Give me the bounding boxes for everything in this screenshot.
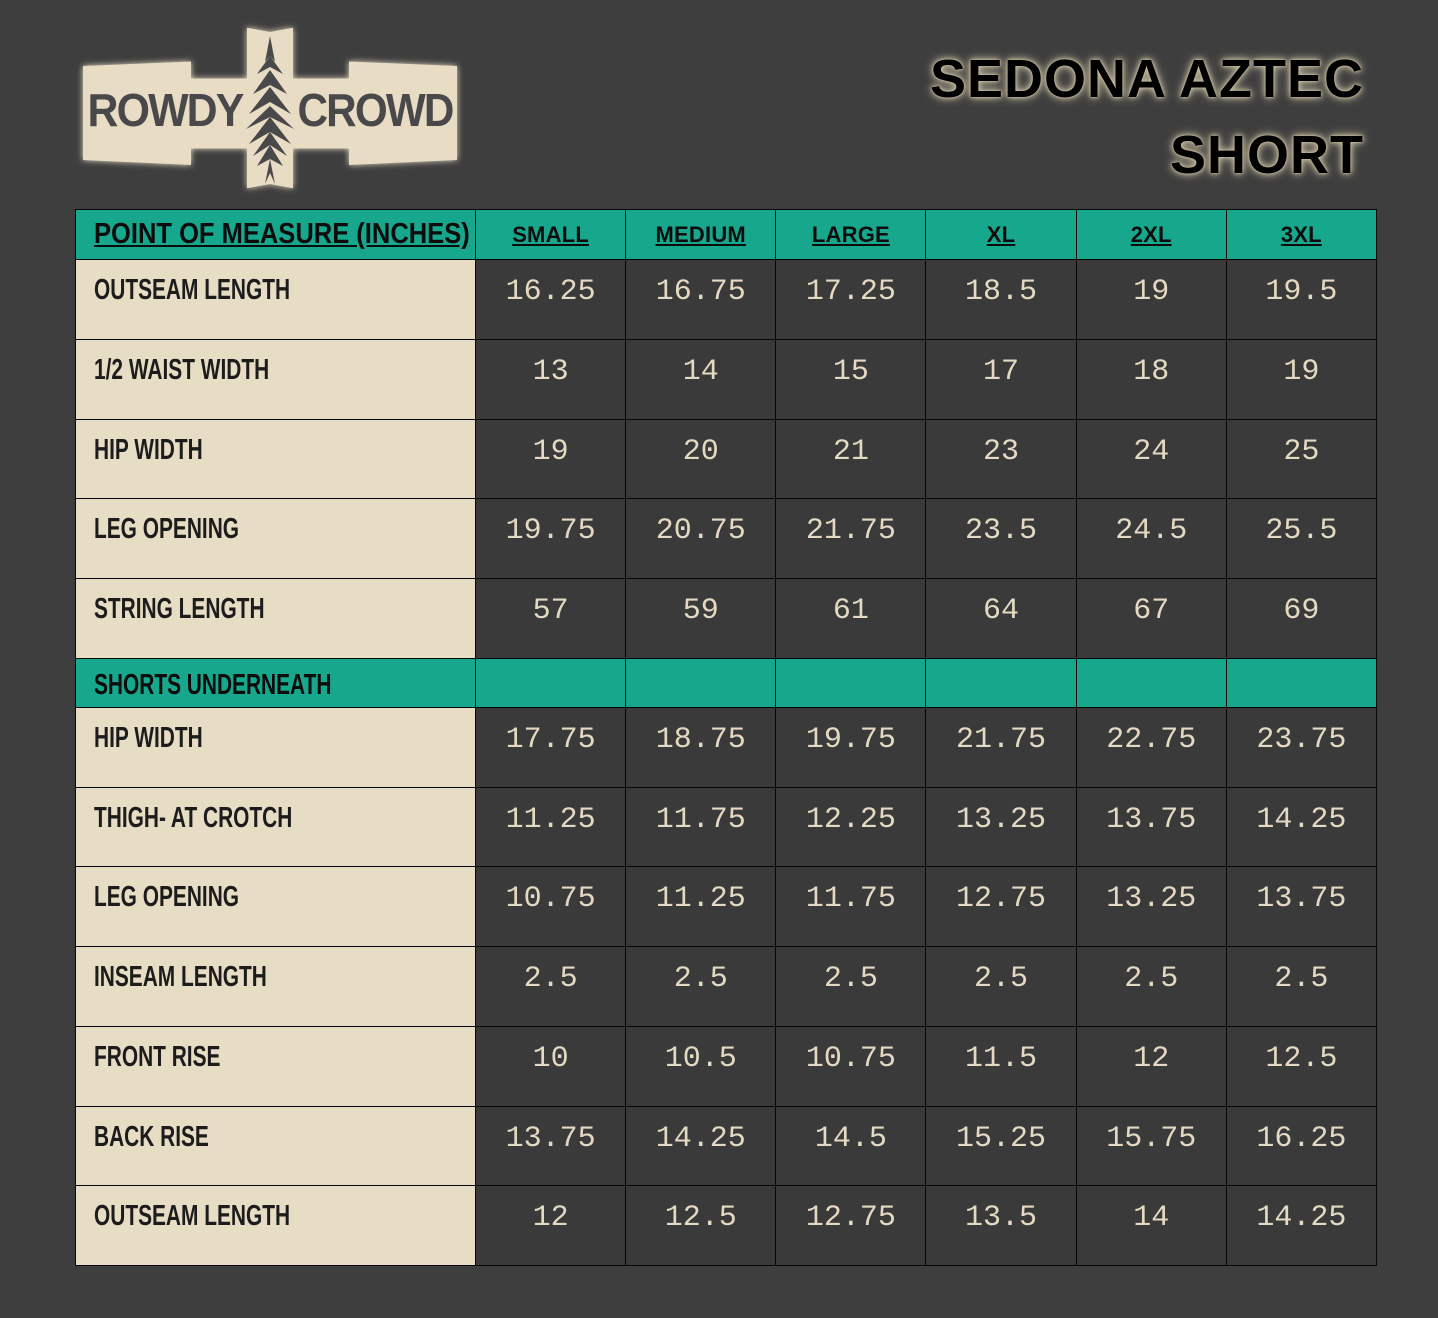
svg-text:ROWDY: ROWDY [88, 84, 244, 136]
svg-text:CROWD: CROWD [298, 84, 454, 136]
